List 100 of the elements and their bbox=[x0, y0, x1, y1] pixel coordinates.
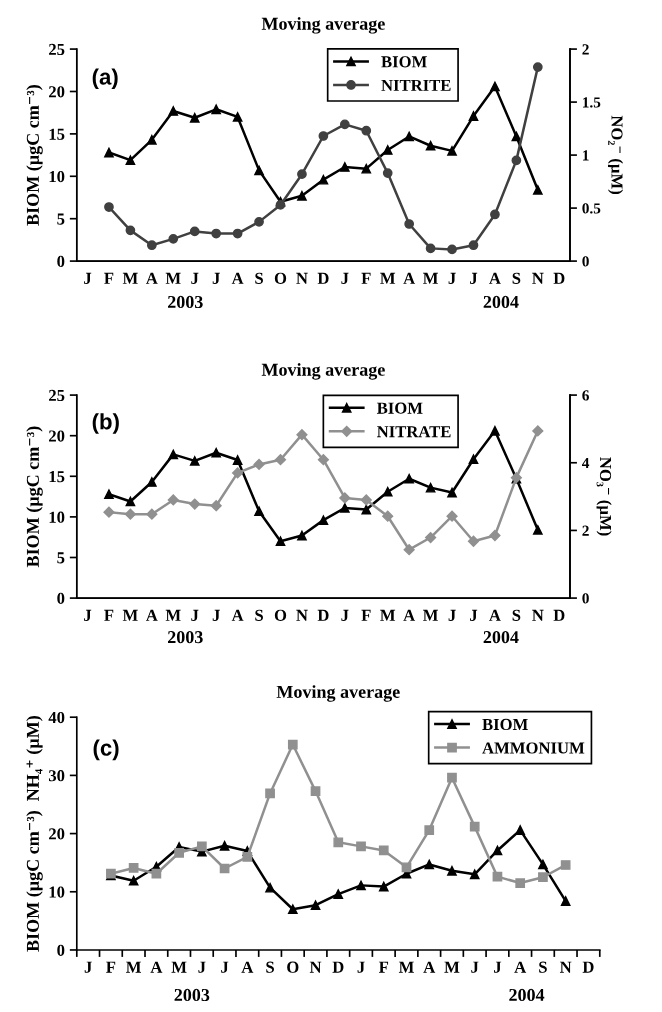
y-tick-label: 40 bbox=[48, 711, 65, 724]
x-tick-label: J bbox=[84, 961, 92, 973]
x-tick-label: D bbox=[582, 961, 594, 973]
x-tick-label: O bbox=[274, 609, 287, 621]
chart-title: Moving average bbox=[261, 17, 385, 34]
chart-title: Moving average bbox=[261, 363, 385, 380]
y-tick-label: 20 bbox=[49, 828, 65, 840]
y2-tick-label: 0.5 bbox=[582, 203, 601, 214]
x-tick-label: O bbox=[274, 272, 287, 284]
x-tick-label: N bbox=[309, 961, 322, 973]
y2-axis-title: NO₂⁻ (µM) bbox=[607, 115, 624, 195]
x-tick-label: J bbox=[494, 961, 502, 973]
text: 2003 bbox=[174, 988, 210, 1002]
x-tick-label: A bbox=[489, 272, 501, 284]
x-tick-label: A bbox=[231, 609, 244, 621]
x-tick-label: J bbox=[471, 961, 479, 973]
x-tick-label: J bbox=[191, 609, 199, 621]
x-tick-label: J bbox=[84, 272, 92, 284]
x-tick-label: J bbox=[341, 272, 349, 284]
x-tick-label: O bbox=[287, 961, 299, 973]
x-tick-label: S bbox=[512, 272, 521, 284]
x-tick-label: M bbox=[380, 272, 396, 284]
x-tick-label: M bbox=[423, 272, 438, 284]
text: 2004 bbox=[483, 631, 519, 644]
legend-label: NITRATE bbox=[377, 426, 451, 438]
legend-label: BIOM bbox=[381, 56, 427, 68]
x-tick-label: D bbox=[317, 272, 329, 284]
chart-title: Moving average bbox=[276, 685, 400, 702]
x-tick-label: J bbox=[341, 609, 349, 621]
y-tick-label: 10 bbox=[49, 511, 65, 523]
y-tick-label: 15 bbox=[49, 471, 65, 483]
text: 2003 bbox=[168, 631, 203, 644]
y2-tick-label: 2 bbox=[582, 44, 589, 55]
legend-label: AMMONIUM bbox=[482, 742, 585, 754]
text: 2004 bbox=[483, 295, 519, 309]
y2-tick-label: 6 bbox=[582, 390, 589, 401]
y-axis-title: BIOM (µgC cm⁻³) bbox=[26, 85, 43, 226]
annotation: (a) bbox=[92, 68, 118, 90]
x-tick-label: J bbox=[357, 961, 365, 973]
legend-label: BIOM bbox=[376, 402, 423, 414]
x-tick-label: S bbox=[539, 961, 547, 973]
x-tick-label: J bbox=[191, 272, 199, 284]
x-tick-label: D bbox=[553, 272, 565, 284]
x-tick-label: J bbox=[221, 961, 229, 973]
y2-axis-title: NO₃⁻ (µM) bbox=[596, 457, 612, 536]
x-tick-label: F bbox=[104, 272, 114, 284]
x-tick-label: A bbox=[423, 961, 436, 973]
x-tick-label: A bbox=[403, 272, 416, 284]
y-tick-label: 0 bbox=[57, 592, 65, 605]
y2-tick-label: 1.5 bbox=[583, 97, 601, 108]
y-tick-label: 5 bbox=[57, 552, 65, 564]
x-tick-label: A bbox=[231, 272, 244, 284]
x-tick-label: J bbox=[212, 609, 220, 621]
y-tick-label: 0 bbox=[57, 255, 65, 268]
x-tick-label: N bbox=[532, 272, 544, 284]
text: 2004 bbox=[509, 988, 545, 1002]
x-tick-label: M bbox=[122, 272, 138, 284]
x-tick-label: F bbox=[104, 609, 114, 621]
x-tick-label: A bbox=[514, 961, 527, 973]
y-tick-label: 0 bbox=[57, 944, 65, 956]
y-tick-label: 20 bbox=[49, 430, 65, 442]
x-tick-label: F bbox=[378, 961, 389, 973]
x-tick-label: M bbox=[165, 609, 181, 621]
y2-tick-label: 2 bbox=[582, 525, 589, 536]
x-tick-label: D bbox=[553, 609, 565, 621]
annotation: (b) bbox=[92, 413, 119, 434]
x-tick-label: D bbox=[317, 609, 329, 621]
y-tick-label: 20 bbox=[49, 86, 65, 98]
y-axis-title: BIOM (µgC cm⁻³) bbox=[26, 426, 43, 568]
x-tick-label: M bbox=[126, 961, 142, 973]
x-tick-label: A bbox=[489, 609, 501, 621]
x-tick-label: N bbox=[296, 609, 308, 621]
x-tick-label: J bbox=[448, 609, 456, 621]
x-tick-label: F bbox=[361, 272, 371, 284]
x-tick-label: S bbox=[255, 609, 263, 621]
y-tick-label: 15 bbox=[49, 128, 65, 140]
x-tick-label: M bbox=[444, 961, 460, 973]
x-tick-label: A bbox=[403, 609, 416, 621]
y2-tick-label: 0 bbox=[582, 256, 589, 267]
x-tick-label: M bbox=[380, 609, 396, 621]
x-tick-label: F bbox=[361, 609, 371, 621]
x-tick-label: S bbox=[512, 609, 521, 621]
x-tick-label: J bbox=[448, 272, 456, 284]
x-tick-label: J bbox=[198, 961, 206, 973]
x-tick-label: J bbox=[470, 272, 478, 284]
x-tick-label: N bbox=[296, 272, 308, 284]
x-tick-label: M bbox=[423, 609, 438, 621]
x-tick-label: A bbox=[150, 961, 163, 973]
y-tick-label: 10 bbox=[49, 886, 65, 898]
legend-label: BIOM bbox=[482, 718, 528, 731]
x-tick-label: N bbox=[532, 609, 544, 621]
x-tick-label: M bbox=[171, 961, 187, 973]
y-tick-label: 5 bbox=[57, 213, 65, 225]
y2-tick-label: 4 bbox=[582, 458, 590, 469]
x-tick-label: M bbox=[122, 609, 138, 621]
y2-tick-label: 0 bbox=[582, 593, 589, 604]
x-tick-label: S bbox=[266, 961, 274, 973]
y-tick-label: 10 bbox=[49, 170, 65, 183]
y2-tick-label: 1 bbox=[583, 150, 589, 161]
y-tick-label: 25 bbox=[49, 389, 65, 402]
